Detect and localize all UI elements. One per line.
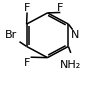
Text: NH₂: NH₂	[60, 60, 81, 70]
Text: F: F	[24, 3, 30, 13]
Text: F: F	[57, 3, 64, 13]
Text: F: F	[24, 58, 30, 68]
Text: N: N	[71, 30, 79, 40]
Text: Br: Br	[5, 30, 17, 40]
